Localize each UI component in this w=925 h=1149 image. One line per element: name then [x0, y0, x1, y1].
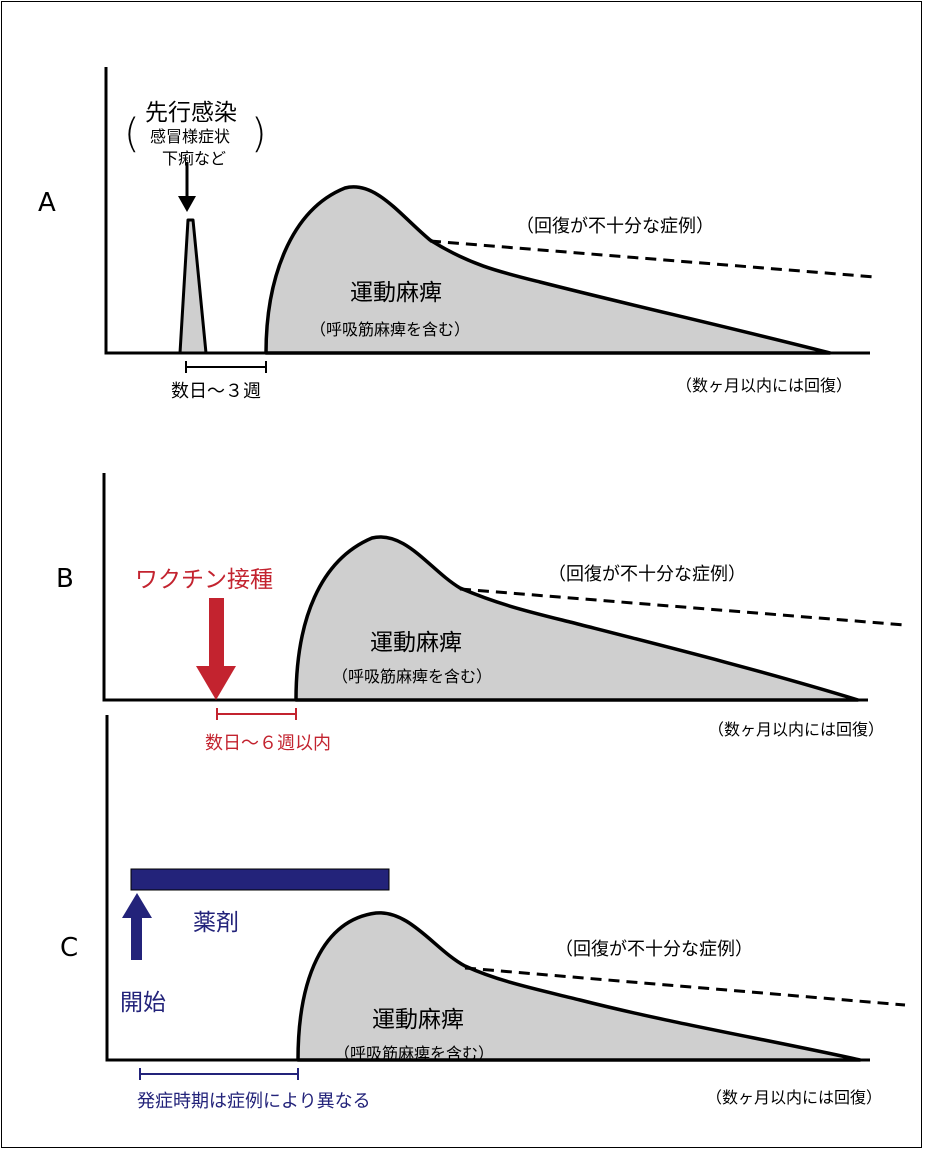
panel-a-recovery-label: （数ヶ月以内には回復）: [676, 376, 853, 395]
panel-b-interval-label: 数日～６週以内: [205, 733, 331, 754]
panel-b-main-label: 運動麻痺: [370, 630, 462, 656]
panel-c-start-label: 開始: [120, 990, 166, 1016]
panel-b-vaccine-arrowhead: [196, 666, 236, 700]
panel-b-poor-recovery-dashes: [459, 587, 906, 627]
panel-b-letter: B: [56, 564, 74, 594]
panel-b-vaccine-label: ワクチン接種: [135, 567, 273, 593]
panel-b-interval-bracket: [216, 708, 297, 720]
panel-a-infection-peak: [178, 218, 208, 355]
panel-a-right-paren: ): [251, 111, 267, 157]
panel-b-vaccine-arrow-shaft: [209, 598, 224, 670]
panel-c-sub-label: （呼吸筋麻痺を含む）: [334, 1044, 495, 1063]
panel-c-start-arrowhead: [122, 893, 152, 918]
panel-a-left-paren: (: [124, 111, 140, 157]
panel-b-graphics: [102, 473, 906, 720]
panel-c-main-label: 運動麻痺: [372, 1007, 464, 1033]
panel-a-interval-label: 数日～３週: [171, 381, 261, 402]
panel-a-paralysis-curve: [264, 185, 832, 355]
panel-c-interval-label: 発症時期は症例により異なる: [137, 1091, 371, 1112]
panel-c-start-arrow-shaft: [131, 912, 142, 960]
panel-c-drug-label: 薬剤: [193, 910, 239, 936]
panel-c-poor-recovery-dashes: [464, 966, 906, 1007]
panel-a-trigger-title: 先行感染: [145, 100, 237, 126]
panel-a-sub-label: （呼吸筋麻痺を含む）: [310, 320, 471, 339]
panel-c-graphics: [105, 715, 906, 1080]
panel-a-graphics: [104, 67, 876, 373]
panel-b-paralysis-curve: [294, 535, 860, 702]
panel-a-main-label: 運動麻痺: [350, 280, 442, 306]
panel-a-trigger-detail-2: 下痢など: [162, 149, 227, 168]
panel-a-poor-recovery-dashes: [429, 239, 876, 279]
panel-a-poor-recovery-label: （回復が不十分な症例）: [516, 216, 714, 237]
panel-c-drug-bar: [130, 868, 390, 891]
panel-c-poor-recovery-label: （回復が不十分な症例）: [555, 939, 753, 960]
panel-c-interval-bracket: [139, 1068, 299, 1080]
panel-a-letter: A: [38, 188, 56, 218]
panel-a-trigger-detail-1: 感冒様症状: [150, 127, 231, 146]
panel-b-poor-recovery-label: （回復が不十分な症例）: [548, 564, 746, 585]
panel-c-recovery-label: （数ヶ月以内には回復）: [706, 1088, 883, 1107]
panel-a-trigger-arrowhead: [178, 196, 196, 212]
panel-a-interval-bracket: [185, 361, 267, 373]
panel-c-letter: C: [60, 933, 79, 963]
panel-b-recovery-label: （数ヶ月以内には回復）: [708, 720, 885, 739]
panel-b-sub-label: （呼吸筋麻痺を含む）: [332, 667, 493, 686]
